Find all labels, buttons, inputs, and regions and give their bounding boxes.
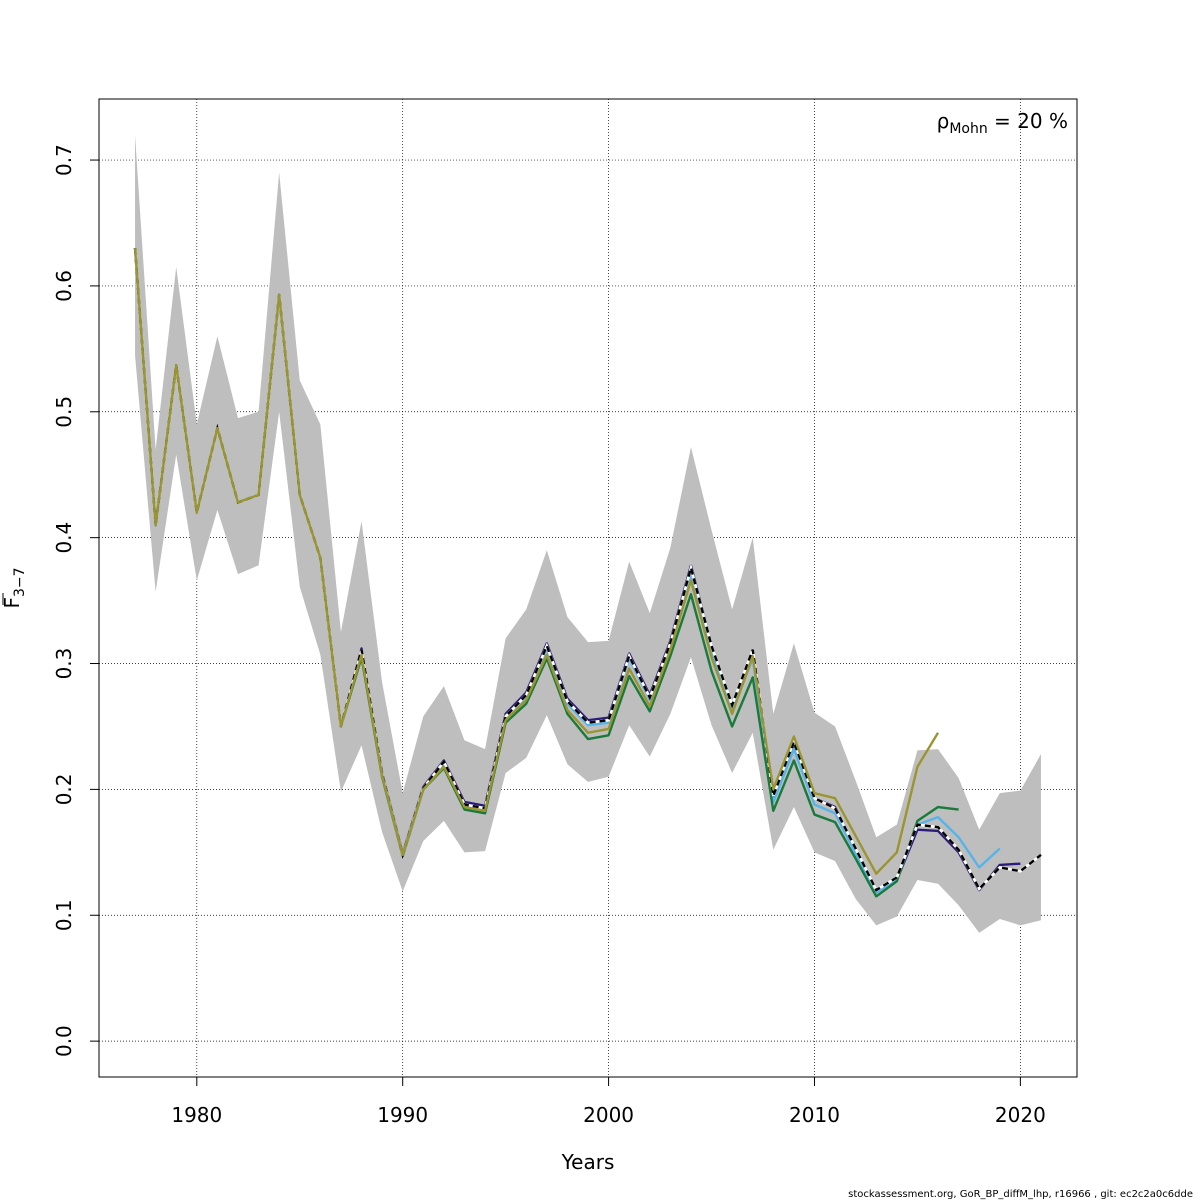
- y-axis-title: F3−7: [0, 567, 28, 608]
- x-tick-label-2010: 2010: [789, 1103, 840, 1127]
- mohn-rho-value: = 20 %: [988, 109, 1068, 133]
- x-tick-label-1990: 1990: [377, 1103, 428, 1127]
- y-tick-label-0.0: 0.0: [52, 1025, 76, 1057]
- series-line-peel-2016: [133, 248, 940, 875]
- x-tick-label-2020: 2020: [995, 1103, 1046, 1127]
- y-tick-label-0.1: 0.1: [52, 899, 76, 931]
- confidence-band-group: [135, 134, 1041, 933]
- x-tick-label-2000: 2000: [583, 1103, 634, 1127]
- svg-text:F3−7: F3−7: [0, 567, 28, 608]
- x-tick-label-1980: 1980: [171, 1103, 222, 1127]
- y-axis-title-sub: 3−7: [12, 567, 28, 597]
- y-axis: 0.0 0.1 0.2 0.3 0.4 0.5 0.6 0.7: [52, 144, 100, 1057]
- y-tick-label-0.6: 0.6: [52, 270, 76, 302]
- y-tick-label-0.7: 0.7: [52, 144, 76, 176]
- mohn-rho-sub: Mohn: [949, 121, 987, 137]
- y-axis-title-base: F: [0, 597, 24, 609]
- x-axis: 1980 1990 2000 2010 2020: [171, 1076, 1046, 1127]
- x-axis-title: Years: [561, 1150, 615, 1174]
- y-tick-label-0.3: 0.3: [52, 648, 76, 680]
- y-tick-label-0.2: 0.2: [52, 773, 76, 805]
- mohn-rho-annotation: ρMohn = 20 %: [937, 109, 1068, 137]
- y-tick-label-0.4: 0.4: [52, 522, 76, 554]
- mohn-rho-symbol: ρ: [937, 109, 950, 133]
- confidence-band: [135, 134, 1041, 933]
- footer-credit: stockassessment.org, GoR_BP_diffM_lhp, r…: [848, 1189, 1193, 1200]
- series-lines: [133, 248, 1042, 898]
- y-tick-label-0.5: 0.5: [52, 396, 76, 428]
